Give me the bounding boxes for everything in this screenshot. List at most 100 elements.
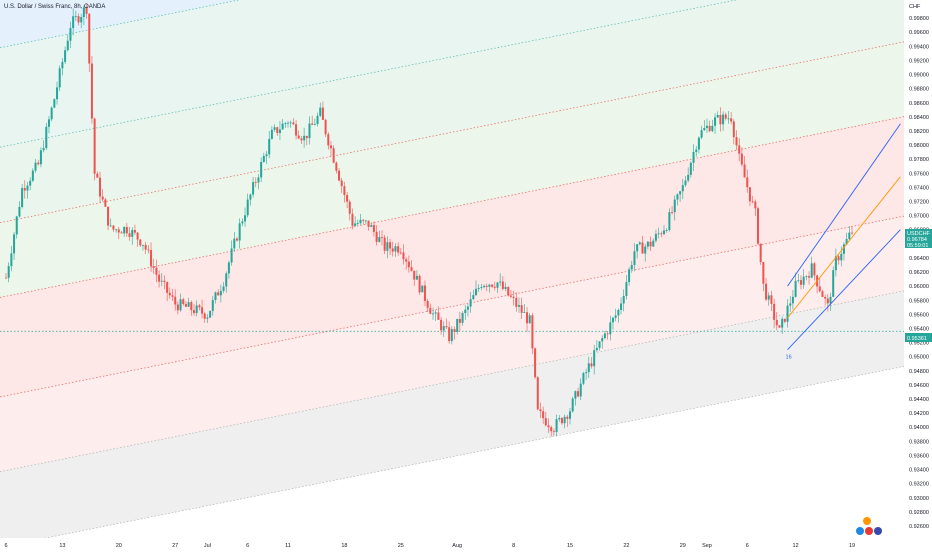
candle-body[interactable]: [50, 107, 53, 120]
candle-body[interactable]: [308, 123, 311, 139]
candle-body[interactable]: [773, 303, 776, 320]
candle-body[interactable]: [82, 7, 85, 18]
candle-body[interactable]: [534, 348, 537, 378]
candle-body[interactable]: [56, 87, 59, 100]
candle-body[interactable]: [662, 230, 666, 235]
candle-body[interactable]: [289, 122, 292, 124]
candle-body[interactable]: [273, 127, 276, 130]
candle-body[interactable]: [340, 180, 343, 187]
candle-body[interactable]: [609, 322, 612, 335]
candle-body[interactable]: [679, 191, 682, 195]
candle-body[interactable]: [509, 295, 512, 297]
candle-body[interactable]: [724, 114, 727, 119]
candle-body[interactable]: [190, 302, 193, 311]
candle-body[interactable]: [687, 174, 690, 181]
candle-body[interactable]: [480, 287, 483, 288]
candle-body[interactable]: [141, 244, 144, 246]
candle-body[interactable]: [176, 304, 179, 311]
candle-body[interactable]: [311, 123, 314, 125]
candle-body[interactable]: [440, 319, 443, 331]
candle-body[interactable]: [523, 312, 526, 314]
candle-body[interactable]: [719, 114, 722, 125]
candle-body[interactable]: [72, 16, 75, 29]
candle-body[interactable]: [362, 219, 365, 221]
time-scale-bg[interactable]: [0, 538, 932, 550]
candle-body[interactable]: [681, 185, 684, 192]
candle-body[interactable]: [375, 231, 378, 242]
candle-body[interactable]: [571, 398, 574, 412]
candle-body[interactable]: [222, 286, 225, 291]
candle-body[interactable]: [364, 220, 367, 222]
candle-body[interactable]: [577, 391, 580, 397]
candle-body[interactable]: [378, 237, 381, 242]
candle-body[interactable]: [101, 196, 104, 200]
candle-body[interactable]: [644, 246, 647, 254]
candle-body[interactable]: [88, 13, 91, 64]
candle-body[interactable]: [797, 280, 800, 281]
candle-body[interactable]: [316, 115, 319, 124]
candle-body[interactable]: [587, 363, 590, 373]
candle-body[interactable]: [461, 313, 464, 323]
candle-body[interactable]: [265, 154, 268, 157]
candle-body[interactable]: [743, 164, 746, 178]
candle-body[interactable]: [201, 307, 204, 314]
candle-body[interactable]: [31, 170, 34, 181]
candle-body[interactable]: [144, 244, 147, 250]
candle-body[interactable]: [217, 292, 220, 296]
candle-body[interactable]: [593, 350, 596, 367]
candle-body[interactable]: [29, 180, 32, 186]
candle-body[interactable]: [558, 418, 561, 420]
candle-body[interactable]: [598, 341, 601, 348]
candle-body[interactable]: [354, 223, 357, 226]
candle-body[interactable]: [313, 123, 316, 125]
candle-body[interactable]: [166, 282, 169, 293]
candle-body[interactable]: [93, 118, 96, 174]
candle-body[interactable]: [781, 318, 784, 328]
event-dot-icon[interactable]: [863, 517, 871, 525]
candle-body[interactable]: [520, 305, 523, 313]
economic-events-icons[interactable]: [856, 517, 882, 535]
candle-body[interactable]: [292, 122, 295, 125]
candle-body[interactable]: [697, 137, 700, 150]
candle-body[interactable]: [152, 266, 155, 268]
flag-icon[interactable]: [856, 527, 864, 535]
candle-body[interactable]: [206, 317, 209, 319]
candle-body[interactable]: [241, 221, 244, 224]
candle-body[interactable]: [370, 225, 373, 227]
candle-body[interactable]: [402, 252, 405, 260]
candle-body[interactable]: [574, 391, 577, 399]
candle-body[interactable]: [727, 118, 730, 120]
candle-body[interactable]: [356, 223, 359, 224]
candle-body[interactable]: [708, 125, 711, 132]
candle-body[interactable]: [432, 313, 435, 315]
candle-body[interactable]: [227, 262, 230, 274]
candle-body[interactable]: [397, 246, 400, 253]
candle-body[interactable]: [238, 223, 241, 241]
candle-body[interactable]: [832, 270, 835, 297]
candle-body[interactable]: [305, 135, 308, 139]
candle-body[interactable]: [249, 194, 252, 200]
candle-body[interactable]: [418, 275, 421, 293]
candle-body[interactable]: [262, 156, 265, 162]
candle-body[interactable]: [735, 137, 738, 146]
price-scale-bg[interactable]: [904, 0, 932, 550]
candle-body[interactable]: [348, 201, 351, 214]
candle-body[interactable]: [601, 338, 604, 342]
candle-body[interactable]: [649, 241, 652, 247]
candle-body[interactable]: [850, 232, 854, 234]
candle-body[interactable]: [665, 230, 668, 231]
candle-body[interactable]: [751, 201, 754, 203]
candle-body[interactable]: [372, 225, 375, 232]
candle-body[interactable]: [42, 148, 45, 151]
candle-body[interactable]: [740, 153, 743, 165]
candle-body[interactable]: [295, 124, 298, 136]
candle-body[interactable]: [321, 107, 324, 120]
candle-body[interactable]: [270, 129, 273, 139]
candle-body[interactable]: [542, 411, 545, 419]
candle-body[interactable]: [848, 232, 851, 239]
candle-body[interactable]: [746, 177, 749, 188]
candle-body[interactable]: [158, 274, 161, 282]
candle-body[interactable]: [703, 127, 706, 131]
candle-body[interactable]: [810, 263, 813, 278]
